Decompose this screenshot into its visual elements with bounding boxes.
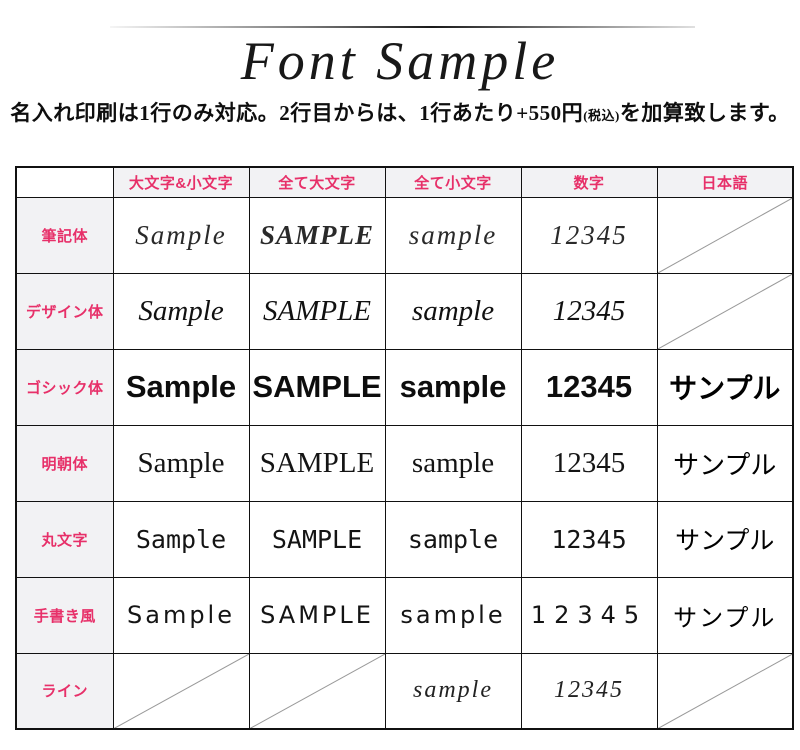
- na-diagonal-icon: [114, 654, 249, 729]
- corner-cell: [15, 166, 114, 198]
- sample-cell: sample: [384, 348, 522, 426]
- column-header-japanese: 日本語: [656, 166, 794, 198]
- sample-cell: 12345: [520, 424, 658, 502]
- sample-cell: sample: [384, 500, 522, 578]
- tax-included-note: (税込): [583, 108, 620, 123]
- sample-cell: Sample: [112, 272, 250, 350]
- sample-cell: sample: [384, 652, 522, 730]
- pricing-note-text-2: を加算致します。: [619, 101, 790, 125]
- na-diagonal-icon: [250, 654, 385, 729]
- page-title: Font Sample: [240, 31, 560, 91]
- na-diagonal-icon: [658, 654, 793, 729]
- sample-cell: SAMPLE: [259, 219, 375, 250]
- na-cell: [248, 652, 386, 730]
- sample-cell-japanese: サンプル: [656, 424, 794, 502]
- sample-cell: Sample: [112, 500, 250, 578]
- table-header-row: 大文字&小文字 全て大文字 全て小文字 数字 日本語: [15, 166, 794, 198]
- sample-cell: 12345: [520, 196, 658, 274]
- table-row-maru: 丸文字 Sample SAMPLE sample 12345 サンプル: [15, 500, 794, 578]
- table-row-tegaki: 手書き風 Sample SAMPLE sample 12345 サンプル: [15, 576, 794, 654]
- sample-cell: sample: [384, 272, 522, 350]
- sample-cell-japanese: サンプル: [656, 576, 794, 654]
- column-header-all-lower: 全て小文字: [384, 166, 522, 198]
- table-row-mincho: 明朝体 Sample SAMPLE sample 12345 サンプル: [15, 424, 794, 502]
- table-row-gothic: ゴシック体 Sample SAMPLE sample 12345 サンプル: [15, 348, 794, 426]
- sample-cell: Sample: [112, 424, 250, 502]
- table-row-line: ライン sample 12345: [15, 652, 794, 730]
- sample-cell: 12345: [520, 348, 658, 426]
- row-label-gothic: ゴシック体: [15, 348, 114, 426]
- font-sample-table: 大文字&小文字 全て大文字 全て小文字 数字 日本語 筆記体 Sample SA…: [15, 166, 794, 730]
- na-diagonal-icon: [658, 198, 793, 273]
- na-cell: [112, 652, 250, 730]
- sample-cell: SAMPLE: [248, 348, 386, 426]
- sample-cell-japanese: サンプル: [656, 500, 794, 578]
- row-label-mincho: 明朝体: [15, 424, 114, 502]
- sample-cell: SAMPLE: [248, 500, 386, 578]
- sample-cell: 12345: [520, 652, 658, 730]
- sample-cell: SAMPLE: [248, 272, 386, 350]
- table-row-script: 筆記体 Sample SAMPLE sample 12345: [15, 196, 794, 274]
- pricing-note: 名入れ印刷は1行のみ対応。2行目からは、1行あたり+550円(税込)を加算致しま…: [0, 99, 800, 130]
- row-label-line: ライン: [15, 652, 114, 730]
- na-diagonal-icon: [658, 274, 793, 349]
- pricing-note-text: 名入れ印刷は1行のみ対応。2行目からは、1行あたり+550円: [10, 101, 584, 125]
- sample-cell: sample: [384, 576, 522, 654]
- sample-cell: 12345: [530, 601, 648, 629]
- sample-cell: Sample: [112, 348, 250, 426]
- sample-cell: SAMPLE: [248, 424, 386, 502]
- row-label-script: 筆記体: [15, 196, 114, 274]
- sample-cell: Sample: [112, 576, 250, 654]
- column-header-upper-lower: 大文字&小文字: [112, 166, 250, 198]
- sample-cell: 12345: [520, 272, 658, 350]
- na-cell: [656, 652, 794, 730]
- row-label-tegaki: 手書き風: [15, 576, 114, 654]
- column-header-all-upper: 全て大文字: [248, 166, 386, 198]
- divider-line: [110, 26, 695, 28]
- sample-cell: sample: [384, 424, 522, 502]
- column-header-numbers: 数字: [520, 166, 658, 198]
- sample-cell-japanese: サンプル: [656, 348, 794, 426]
- na-cell: [656, 196, 794, 274]
- sample-cell: 12345: [520, 500, 658, 578]
- row-label-design: デザイン体: [15, 272, 114, 350]
- sample-cell: sample: [384, 196, 522, 274]
- na-cell: [656, 272, 794, 350]
- row-label-maru: 丸文字: [15, 500, 114, 578]
- sample-cell: Sample: [112, 196, 250, 274]
- table-row-design: デザイン体 Sample SAMPLE sample 12345: [15, 272, 794, 350]
- sample-cell: SAMPLE: [248, 576, 386, 654]
